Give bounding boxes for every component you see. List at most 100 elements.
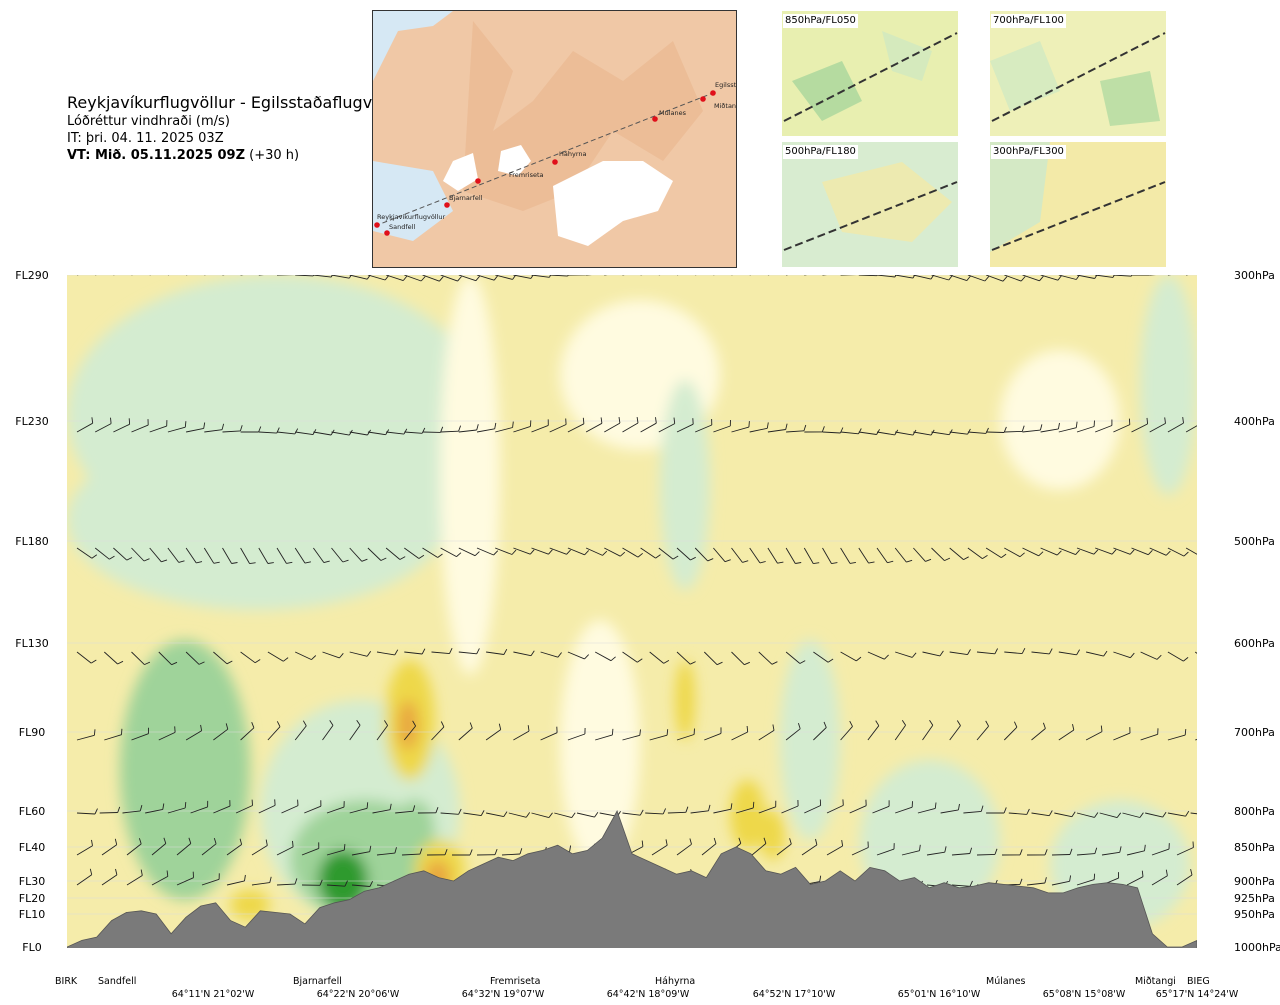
wind-barb — [1151, 875, 1168, 886]
wind-barb — [213, 651, 228, 665]
wind-barb — [1113, 424, 1130, 433]
wind-barb-feather — [1186, 267, 1187, 273]
wind-barb — [622, 422, 639, 433]
wind-barb — [313, 275, 332, 278]
shading-cell — [760, 810, 785, 860]
wind-barb-feather — [162, 803, 165, 810]
wind-barb — [76, 734, 95, 741]
wind-barb — [840, 275, 857, 276]
wind-barb — [731, 426, 750, 433]
wind-barb — [549, 424, 567, 433]
wind-barb-feather — [594, 811, 599, 818]
wind-barb-feather — [140, 869, 143, 876]
wind-barb — [1054, 812, 1072, 818]
wind-barb-feather — [277, 268, 279, 274]
wind-barb-feather — [295, 269, 297, 275]
wind-barb — [1099, 812, 1118, 819]
wind-barb — [151, 876, 169, 886]
wind-barb — [895, 275, 913, 279]
valid-time-rest: (+30 h) — [245, 148, 300, 163]
wind-barb-feather — [1112, 275, 1115, 278]
wind-barb-feather — [1056, 550, 1062, 556]
wind-barb — [326, 806, 345, 814]
wind-barb — [463, 812, 482, 817]
wind-barb — [676, 423, 694, 433]
wind-barb — [1113, 732, 1131, 741]
wind-barb — [1122, 812, 1141, 818]
wind-barb — [1126, 876, 1144, 886]
wind-barb — [758, 651, 773, 665]
wind-barb-feather — [420, 276, 426, 282]
hpa-label: 925hPa — [1234, 892, 1275, 905]
wind-barb-feather — [1003, 807, 1007, 814]
wind-barb — [95, 275, 97, 276]
wind-barb-feather — [586, 269, 588, 275]
wind-barb — [804, 805, 821, 814]
wind-barb — [458, 651, 477, 655]
wind-barb — [876, 431, 895, 436]
wind-barb-feather — [198, 661, 205, 665]
map-station-label-5: Múlanes — [659, 109, 687, 117]
wind-barb-feather — [369, 880, 374, 887]
wind-barb — [876, 547, 888, 563]
wind-barb-feather — [1039, 424, 1043, 431]
wind-barb — [513, 651, 532, 657]
wind-barb-feather — [91, 554, 98, 559]
wind-barb — [113, 423, 130, 433]
wind-barb — [731, 547, 743, 563]
fl-label: FL30 — [19, 875, 45, 888]
wind-barb — [495, 427, 513, 433]
wind-barb-feather — [1168, 268, 1170, 274]
wind-barb-feather — [1202, 553, 1207, 557]
wind-barb-feather — [982, 555, 988, 559]
fl-label: FL290 — [15, 269, 48, 282]
wind-barb-feather — [887, 560, 894, 564]
wind-barb — [976, 725, 989, 741]
wind-barb — [1095, 275, 1114, 278]
wind-barb — [240, 275, 244, 276]
hpa-label: 500hPa — [1234, 535, 1275, 548]
wind-barb — [376, 852, 395, 856]
wind-barb-feather — [330, 275, 333, 278]
wind-barb — [851, 847, 869, 856]
wind-barb — [926, 851, 945, 856]
wind-barb-feather — [785, 264, 786, 270]
wind-barb — [276, 846, 294, 856]
wind-barb — [1167, 275, 1172, 276]
coordinate-label: 64°42'N 18°09'W — [607, 989, 690, 1000]
wind-barb — [622, 812, 641, 816]
wind-barb-feather — [641, 840, 644, 847]
wind-barb-feather — [969, 880, 973, 887]
wind-barb — [840, 651, 857, 662]
wind-barb — [201, 878, 220, 886]
mini-map-500-label: 500hPa/FL180 — [783, 145, 858, 159]
wind-barb — [513, 730, 530, 741]
wind-barb — [1058, 427, 1077, 433]
wind-barb — [267, 651, 284, 662]
wind-barb-feather — [1129, 549, 1135, 555]
wind-barb — [349, 547, 363, 562]
wind-barb-feather — [213, 837, 217, 844]
map-station-0 — [374, 222, 380, 228]
wind-barb — [404, 547, 420, 559]
hpa-label: 1000hPa — [1234, 941, 1280, 954]
wind-barb-feather — [276, 721, 281, 727]
wind-barb — [367, 275, 386, 281]
wind-barb — [803, 547, 814, 564]
wind-barb-feather — [1069, 875, 1072, 882]
wind-barb — [917, 807, 936, 814]
wind-barb-feather — [1119, 846, 1122, 853]
wind-barb-feather — [503, 648, 508, 655]
wind-barb — [540, 651, 559, 658]
fl-label: FL40 — [19, 841, 45, 854]
mini-map-700-route — [991, 32, 1166, 122]
wind-barb — [1195, 739, 1197, 741]
coordinate-label: 64°32'N 19°07'W — [462, 989, 545, 1000]
wind-barb-feather — [1021, 647, 1026, 654]
wind-barb — [331, 431, 350, 436]
wind-barb — [1004, 275, 1022, 282]
wind-barb-feather — [178, 560, 185, 563]
wind-barb — [872, 805, 890, 814]
wind-barb — [281, 805, 299, 814]
issue-time: IT: þri. 04. 11. 2025 03Z — [67, 131, 224, 146]
